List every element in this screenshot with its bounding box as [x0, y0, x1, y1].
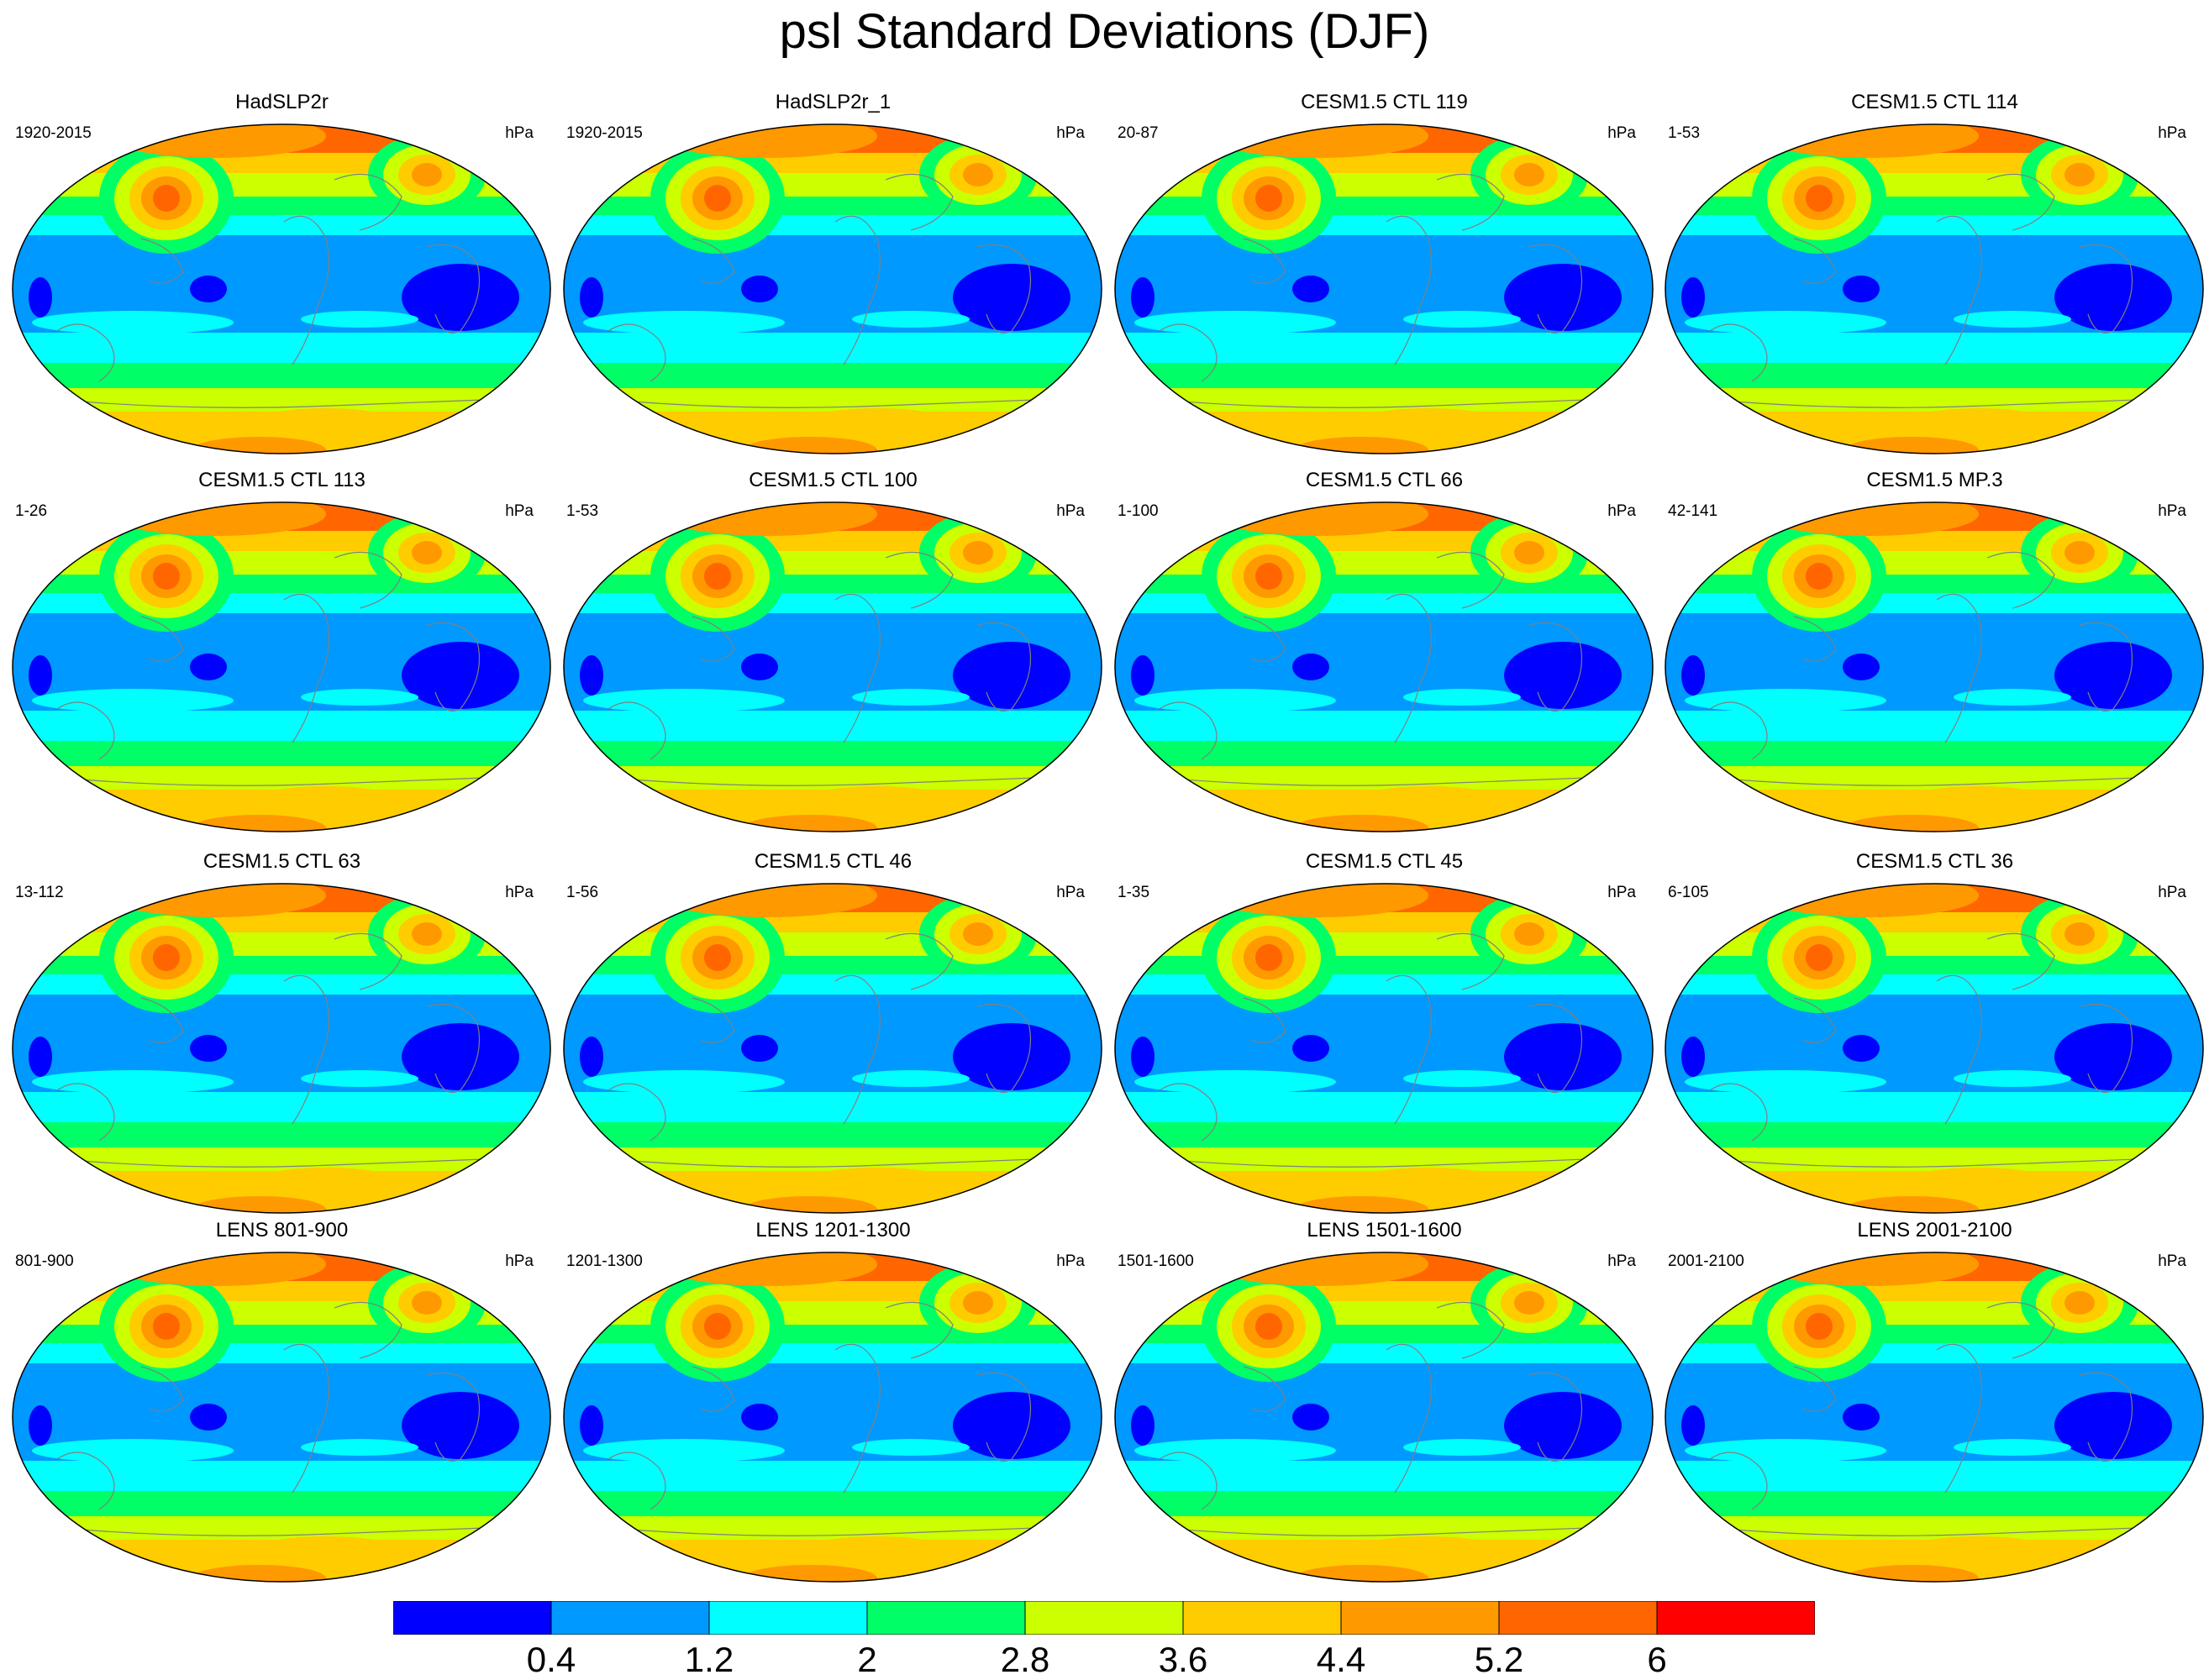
panel-title: HadSLP2r_1 — [775, 91, 891, 113]
map-panel: CESM1.5 CTL 36 6-105 hPa — [1659, 850, 2209, 1236]
map-panel: CESM1.5 MP.3 42-141 hPa — [1659, 469, 2209, 855]
map-field — [12, 883, 551, 1214]
colorbar-label: 4.4 — [1316, 1640, 1366, 1679]
panel-units: hPa — [1607, 502, 1636, 520]
colorbar-swatch — [1024, 1601, 1184, 1635]
colorbar-swatch — [708, 1601, 868, 1635]
panel-period: 13-112 — [15, 884, 64, 901]
colorbar-label: 3.6 — [1158, 1640, 1208, 1679]
map-field — [12, 1252, 551, 1583]
panel-units: hPa — [1607, 884, 1636, 901]
panel-period: 1920-2015 — [15, 124, 92, 142]
panel-title: LENS 801-900 — [215, 1219, 349, 1242]
panel-units: hPa — [505, 124, 534, 142]
map-panel: CESM1.5 CTL 114 1-53 hPa — [1659, 91, 2209, 477]
colorbar-label: 5.2 — [1474, 1640, 1524, 1679]
colorbar-label: 6 — [1647, 1640, 1667, 1679]
panel-period: 1-35 — [1118, 884, 1150, 901]
panel-period: 42-141 — [1668, 502, 1718, 520]
page-title: psl Standard Deviations (DJF) — [779, 4, 1430, 59]
panel-title: CESM1.5 MP.3 — [1866, 469, 2003, 491]
panel-title: CESM1.5 CTL 119 — [1301, 91, 1468, 113]
panel-units: hPa — [2158, 124, 2186, 142]
colorbar-label: 2.8 — [1000, 1640, 1050, 1679]
colorbar-label: 2 — [857, 1640, 877, 1679]
map-panel: HadSLP2r_1 1920-2015 hPa — [558, 91, 1108, 477]
panel-units: hPa — [1056, 884, 1085, 901]
map-panel: LENS 1201-1300 1201-1300 hPa — [558, 1219, 1108, 1605]
panel-title: CESM1.5 CTL 36 — [1855, 850, 2014, 873]
colorbar-swatch — [1340, 1601, 1500, 1635]
map-field — [1665, 501, 2204, 832]
panel-title: CESM1.5 CTL 46 — [754, 850, 913, 873]
colorbar-swatch — [393, 1601, 552, 1635]
panel-period: 1-56 — [566, 884, 599, 901]
map-field — [1665, 883, 2204, 1214]
map-field — [563, 1252, 1102, 1583]
map-panel: CESM1.5 CTL 100 1-53 hPa — [558, 469, 1108, 855]
panel-period: 2001-2100 — [1668, 1252, 1744, 1270]
panel-units: hPa — [1056, 124, 1085, 142]
panel-title: CESM1.5 CTL 63 — [202, 850, 361, 873]
panel-units: hPa — [1056, 502, 1085, 520]
panel-units: hPa — [1607, 124, 1636, 142]
panel-units: hPa — [2158, 502, 2186, 520]
panel-title: LENS 1201-1300 — [755, 1219, 911, 1242]
map-field — [1665, 1252, 2204, 1583]
map-panel: CESM1.5 CTL 113 1-26 hPa — [7, 469, 557, 855]
panel-units: hPa — [505, 1252, 534, 1270]
map-panel: CESM1.5 CTL 63 13-112 hPa — [7, 850, 557, 1236]
panel-title: CESM1.5 CTL 114 — [1851, 91, 2018, 113]
panel-units: hPa — [1056, 1252, 1085, 1270]
map-field — [1114, 1252, 1654, 1583]
map-field — [1114, 883, 1654, 1214]
panel-title: LENS 2001-2100 — [1857, 1219, 2012, 1242]
map-panel: CESM1.5 CTL 66 1-100 hPa — [1109, 469, 1659, 855]
panel-units: hPa — [2158, 884, 2186, 901]
map-field — [1114, 123, 1654, 454]
panel-title: HadSLP2r — [235, 91, 329, 113]
panel-title: CESM1.5 CTL 45 — [1305, 850, 1464, 873]
colorbar — [393, 1601, 1815, 1635]
panel-period: 1-26 — [15, 502, 48, 520]
panel-units: hPa — [1607, 1252, 1636, 1270]
map-field — [563, 883, 1102, 1214]
map-field — [12, 123, 551, 454]
map-field — [1665, 123, 2204, 454]
colorbar-swatch — [866, 1601, 1026, 1635]
map-panel: CESM1.5 CTL 45 1-35 hPa — [1109, 850, 1659, 1236]
panel-units: hPa — [505, 884, 534, 901]
map-panel: LENS 1501-1600 1501-1600 hPa — [1109, 1219, 1659, 1605]
map-field — [1114, 501, 1654, 832]
map-panel: LENS 801-900 801-900 hPa — [7, 1219, 557, 1605]
colorbar-label: 0.4 — [526, 1640, 576, 1679]
map-field — [12, 501, 551, 832]
map-field — [563, 123, 1102, 454]
panel-period: 1201-1300 — [566, 1252, 643, 1270]
colorbar-swatch — [1656, 1601, 1815, 1635]
map-field — [563, 501, 1102, 832]
map-panel: CESM1.5 CTL 46 1-56 hPa — [558, 850, 1108, 1236]
panel-period: 6-105 — [1668, 884, 1709, 901]
panel-title: CESM1.5 CTL 66 — [1305, 469, 1464, 491]
panel-period: 1501-1600 — [1118, 1252, 1194, 1270]
panel-units: hPa — [505, 502, 534, 520]
panel-title: CESM1.5 CTL 100 — [749, 469, 918, 491]
panel-period: 1-53 — [566, 502, 599, 520]
panel-period: 1-53 — [1668, 124, 1701, 142]
panel-title: LENS 1501-1600 — [1307, 1219, 1462, 1242]
panel-title: CESM1.5 CTL 113 — [198, 469, 366, 491]
colorbar-swatch — [550, 1601, 710, 1635]
panel-period: 20-87 — [1118, 124, 1159, 142]
map-panel: CESM1.5 CTL 119 20-87 hPa — [1109, 91, 1659, 477]
panel-period: 1920-2015 — [566, 124, 643, 142]
map-panel: HadSLP2r 1920-2015 hPa — [7, 91, 557, 477]
colorbar-swatch — [1498, 1601, 1658, 1635]
panel-period: 1-100 — [1118, 502, 1159, 520]
panel-units: hPa — [2158, 1252, 2186, 1270]
colorbar-label: 1.2 — [684, 1640, 734, 1679]
panel-period: 801-900 — [15, 1252, 74, 1270]
colorbar-swatch — [1182, 1601, 1342, 1635]
map-panel: LENS 2001-2100 2001-2100 hPa — [1659, 1219, 2209, 1605]
